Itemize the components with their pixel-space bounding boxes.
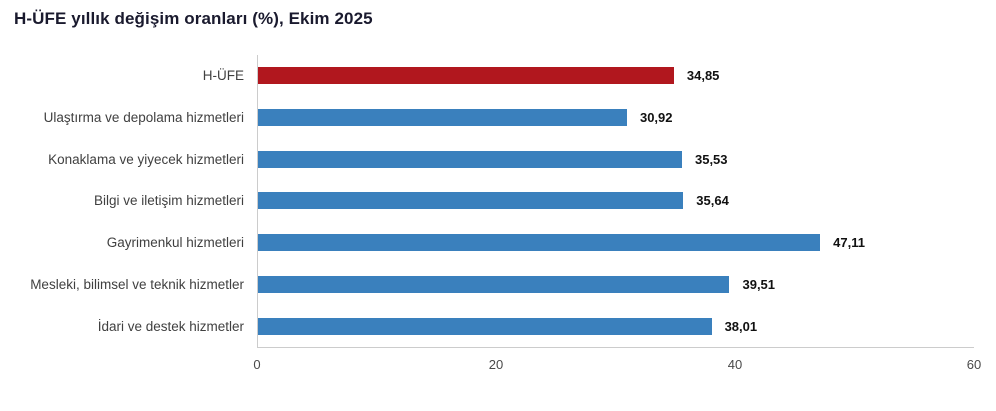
bar-track: 34,85 <box>257 55 974 97</box>
bar-konaklama[interactable] <box>258 150 682 168</box>
bar-mesleki[interactable] <box>258 275 730 293</box>
bar-bilgi-iletisim[interactable] <box>258 192 684 210</box>
bar-track: 38,01 <box>257 305 974 347</box>
value-label: 39,51 <box>742 276 776 292</box>
category-label: Gayrimenkul hizmetleri <box>106 235 244 251</box>
plot-area: H-ÜFE 34,85 Ulaştırma ve depolama hizmet… <box>0 55 996 377</box>
category-label: Konaklama ve yiyecek hizmetleri <box>48 151 244 167</box>
value-label: 35,53 <box>694 151 728 167</box>
value-label: 38,01 <box>724 318 758 334</box>
value-label: 34,85 <box>686 68 720 84</box>
bar-row: Ulaştırma ve depolama hizmetleri 30,92 <box>0 96 996 139</box>
bar-track: 47,11 <box>257 221 974 264</box>
bar-ulastirma[interactable] <box>258 109 627 127</box>
x-tick-label: 0 <box>253 356 261 372</box>
value-label: 47,11 <box>833 235 865 251</box>
x-tick-label: 40 <box>727 356 743 372</box>
value-label: 30,92 <box>639 110 673 126</box>
value-label: 35,64 <box>696 193 729 209</box>
bar-track: 35,53 <box>257 138 974 181</box>
x-tick-label: 20 <box>488 356 504 372</box>
category-label: Ulaştırma ve depolama hizmetleri <box>43 110 244 126</box>
bar-row: Gayrimenkul hizmetleri 47,11 <box>0 221 996 264</box>
bar-row: H-ÜFE 34,85 <box>0 55 996 97</box>
bar-row: Konaklama ve yiyecek hizmetleri 35,53 <box>0 138 996 181</box>
bar-gayrimenkul[interactable] <box>258 234 821 252</box>
bar-track: 35,64 <box>257 180 974 222</box>
bar-row: İdari ve destek hizmetler 38,01 <box>0 305 996 347</box>
bar-h-ufe[interactable] <box>258 67 674 85</box>
x-axis-ticks: 0 20 40 60 <box>253 356 981 377</box>
bar-idari[interactable] <box>258 317 712 335</box>
chart-title: H-ÜFE yıllık değişim oranları (%), Ekim … <box>14 9 373 28</box>
x-axis-line <box>257 346 974 348</box>
bar-row: Bilgi ve iletişim hizmetleri 35,64 <box>0 180 996 222</box>
category-label: H-ÜFE <box>202 68 244 84</box>
category-label: Mesleki, bilimsel ve teknik hizmetler <box>30 276 244 292</box>
category-label: Bilgi ve iletişim hizmetleri <box>93 193 244 209</box>
bar-row: Mesleki, bilimsel ve teknik hizmetler 39… <box>0 263 996 306</box>
bar-track: 39,51 <box>257 263 974 306</box>
x-tick-label: 60 <box>966 356 982 372</box>
bar-track: 30,92 <box>257 96 974 139</box>
category-label: İdari ve destek hizmetler <box>97 318 244 334</box>
